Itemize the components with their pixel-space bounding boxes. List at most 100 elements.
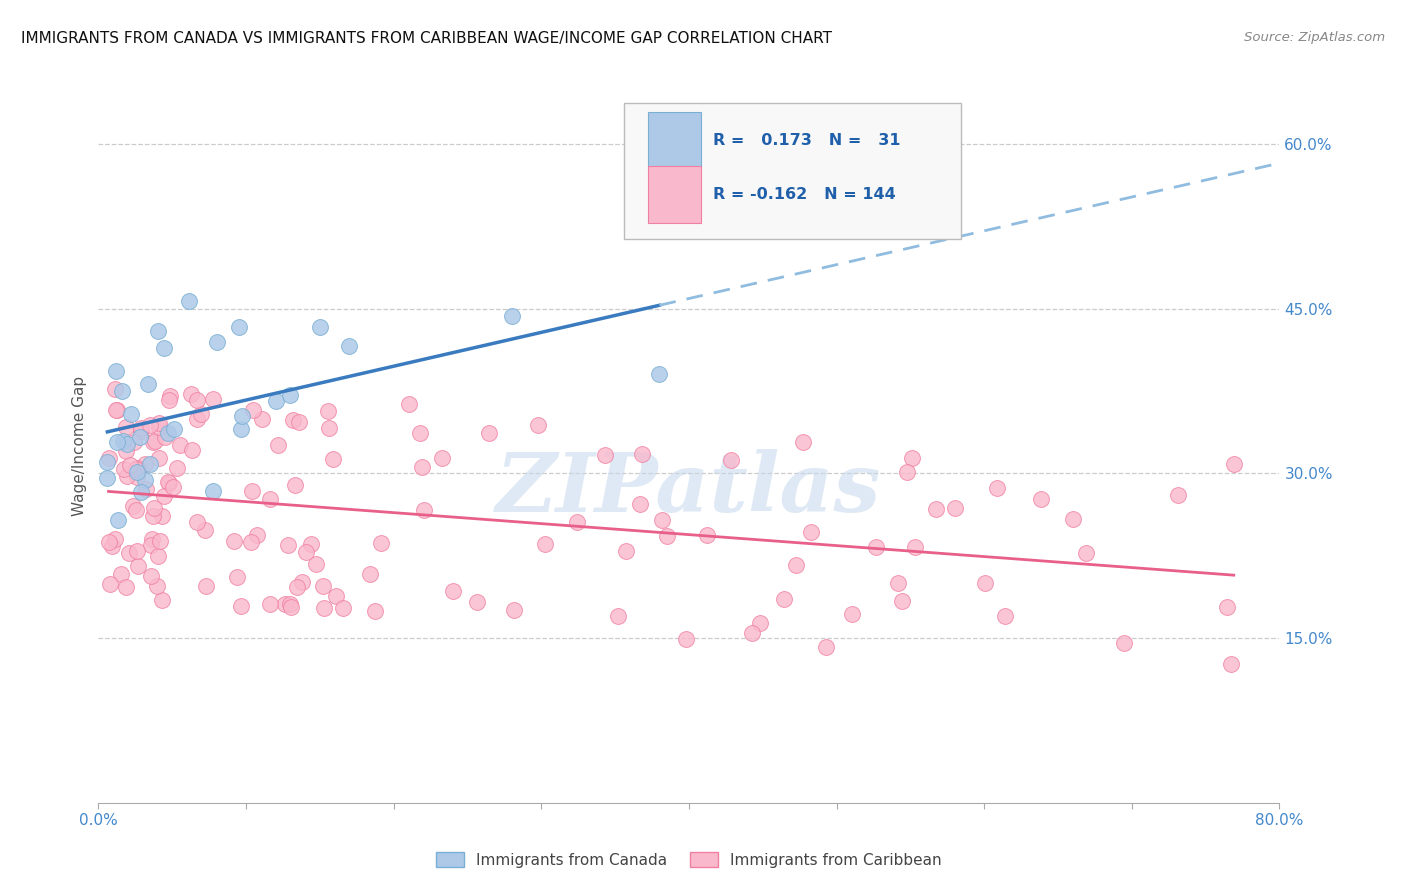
Point [675,632,697,646]
Point [312,601,335,615]
Point [264,394,287,409]
Point [478,425,501,440]
Point [149,533,172,548]
Point [896,465,918,479]
Point [162,480,184,494]
Point [318,403,340,417]
Point [785,558,807,572]
Point [299,537,322,551]
Point [339,339,361,353]
Point [278,597,301,611]
Point [259,597,281,611]
Point [259,491,281,506]
Point [120,407,142,421]
Point [136,377,159,392]
Point [180,387,202,401]
Point [887,576,910,591]
Point [283,413,305,427]
Point [186,411,208,425]
Point [139,569,162,583]
Point [467,595,489,609]
Point [194,523,217,537]
Point [277,538,299,552]
Point [148,451,170,466]
Point [720,453,742,467]
Point [138,417,160,432]
Point [246,528,269,542]
Point [118,458,141,472]
Point [141,532,163,546]
Point [148,416,170,430]
Point [229,599,252,613]
Y-axis label: Wage/Income Gap: Wage/Income Gap [72,376,87,516]
Text: IMMIGRANTS FROM CANADA VS IMMIGRANTS FROM CARIBBEAN WAGE/INCOME GAP CORRELATION : IMMIGRANTS FROM CANADA VS IMMIGRANTS FRO… [21,31,832,46]
Point [1167,488,1189,502]
Point [127,465,149,479]
Point [142,434,165,449]
Point [110,567,132,582]
Point [655,529,678,543]
Point [112,461,135,475]
Point [153,430,176,444]
Point [325,589,347,603]
Point [97,535,120,549]
Point [800,525,823,540]
Point [117,469,139,483]
Point [101,539,124,553]
Point [891,594,914,608]
Point [309,319,332,334]
Point [129,424,152,438]
Point [285,581,308,595]
Point [186,392,208,407]
Point [741,625,763,640]
Point [122,499,145,513]
Point [127,543,149,558]
Point [242,403,264,417]
Point [111,384,134,398]
Point [107,513,129,527]
Point [648,368,671,382]
Point [117,437,139,451]
Point [370,536,392,550]
Point [186,515,208,529]
Point [195,579,218,593]
Point [163,422,186,436]
Point [103,382,125,396]
Point [607,608,630,623]
Point [398,397,420,411]
Point [169,437,191,451]
Point [129,484,152,499]
Point [157,392,180,407]
Point [229,421,252,435]
Point [332,601,354,615]
Point [430,451,453,466]
Point [280,388,302,402]
Legend: Immigrants from Canada, Immigrants from Caribbean: Immigrants from Canada, Immigrants from … [430,846,948,873]
Point [148,420,170,434]
FancyBboxPatch shape [624,103,960,239]
Point [205,334,228,349]
Point [359,567,381,582]
Point [526,418,548,433]
Point [122,434,145,449]
Point [305,558,328,572]
Point [901,450,924,465]
Point [994,609,1017,624]
Point [180,442,202,457]
Point [1114,636,1136,650]
Point [411,459,433,474]
Point [104,403,127,417]
Point [904,540,927,554]
Point [291,575,314,590]
Point [150,593,173,607]
Point [696,527,718,541]
Point [112,434,135,448]
Point [127,559,149,574]
Point [616,544,638,558]
Point [273,597,295,611]
Text: ZIPatlas: ZIPatlas [496,449,882,529]
Point [280,600,302,615]
Point [124,502,146,516]
Point [1074,546,1097,560]
Point [318,421,340,435]
